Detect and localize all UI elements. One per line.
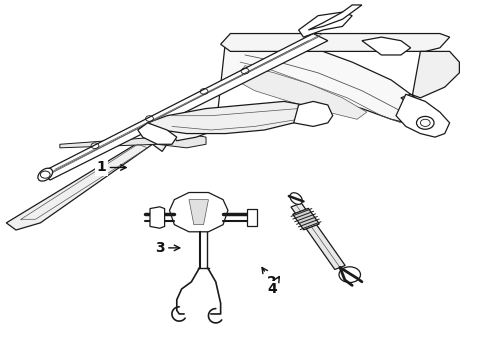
Text: 2: 2 bbox=[262, 267, 277, 289]
Polygon shape bbox=[298, 12, 352, 37]
Polygon shape bbox=[293, 208, 319, 230]
Polygon shape bbox=[167, 37, 425, 141]
Polygon shape bbox=[362, 37, 411, 55]
Text: 1: 1 bbox=[97, 161, 126, 175]
Polygon shape bbox=[150, 207, 165, 228]
Polygon shape bbox=[235, 66, 367, 119]
Polygon shape bbox=[60, 134, 206, 148]
Ellipse shape bbox=[290, 193, 302, 204]
Polygon shape bbox=[40, 33, 328, 180]
Polygon shape bbox=[138, 123, 177, 144]
Text: 3: 3 bbox=[155, 241, 180, 255]
Polygon shape bbox=[170, 193, 228, 232]
Polygon shape bbox=[401, 51, 460, 105]
Text: 4: 4 bbox=[267, 276, 279, 296]
Polygon shape bbox=[294, 102, 333, 126]
Polygon shape bbox=[308, 5, 362, 30]
Polygon shape bbox=[247, 208, 257, 226]
Polygon shape bbox=[396, 94, 450, 137]
Polygon shape bbox=[189, 200, 208, 225]
Polygon shape bbox=[291, 203, 345, 270]
Ellipse shape bbox=[38, 168, 52, 181]
Polygon shape bbox=[6, 134, 167, 230]
Polygon shape bbox=[147, 102, 308, 134]
Polygon shape bbox=[220, 33, 450, 51]
